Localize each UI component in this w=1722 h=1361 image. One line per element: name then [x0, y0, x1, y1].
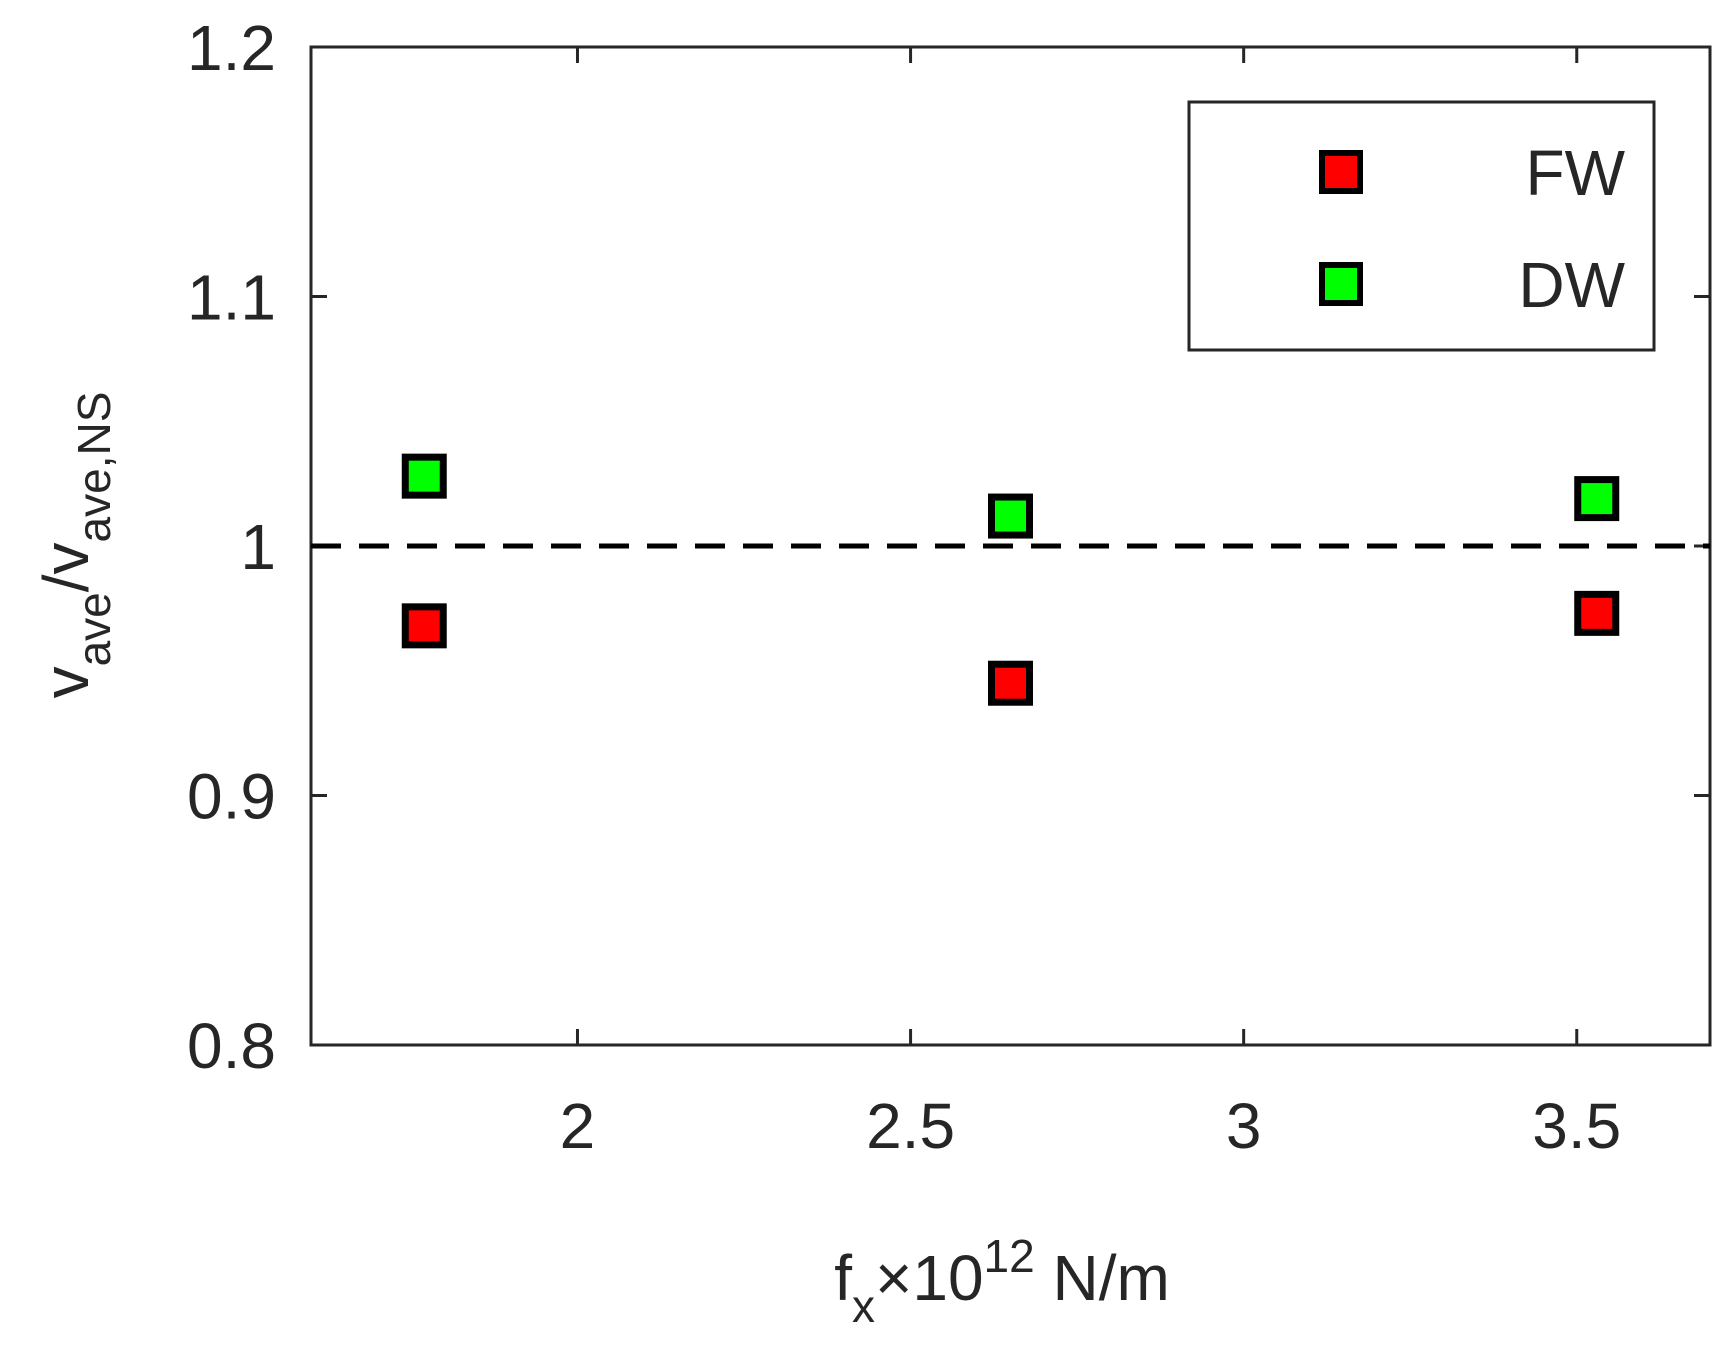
data-point-fw [1574, 590, 1620, 636]
x-axis-label: fx×1012 N/m [834, 1230, 1170, 1332]
y-tick-label: 0.8 [187, 1010, 276, 1082]
data-point-dw [988, 493, 1033, 539]
y-tick-label: 0.9 [187, 761, 276, 833]
y-tick-label: 1.2 [187, 12, 276, 84]
y-label-v: v [30, 666, 102, 698]
y-label-sub2: ave,NS [68, 392, 120, 543]
legend-marker-fw [1319, 150, 1363, 194]
y-tick-label: 1.1 [187, 262, 276, 334]
x-tick-label: 2 [560, 1090, 596, 1162]
legend-box [1187, 100, 1656, 352]
x-label-tail: N/m [1035, 1242, 1170, 1314]
x-tick-label: 3.5 [1532, 1090, 1621, 1162]
legend-marker-dw [1319, 262, 1363, 306]
y-tick-label: 1 [240, 511, 276, 583]
data-point-fw [401, 603, 447, 649]
x-tick-label: 2.5 [866, 1090, 955, 1162]
y-label-sub1: ave [68, 592, 120, 666]
x-label-sup: 12 [984, 1230, 1035, 1282]
data-point-dw [1574, 476, 1620, 522]
x-label-sub: x [852, 1280, 875, 1332]
data-point-dw [401, 453, 447, 499]
y-label-slash: /v [30, 542, 102, 592]
legend-label-fw: FW [1526, 137, 1626, 209]
legend-label-dw: DW [1518, 249, 1625, 321]
plot-area: 2 2.5 3 3.5 0.8 0.9 1 1.1 1.2 FW DW [187, 12, 1712, 1162]
x-label-mid: ×10 [875, 1242, 984, 1314]
y-axis-label: vave/vave,NS [30, 392, 120, 699]
x-tick-label: 3 [1226, 1090, 1262, 1162]
x-label-base: f [834, 1242, 852, 1314]
data-point-fw [988, 660, 1033, 706]
